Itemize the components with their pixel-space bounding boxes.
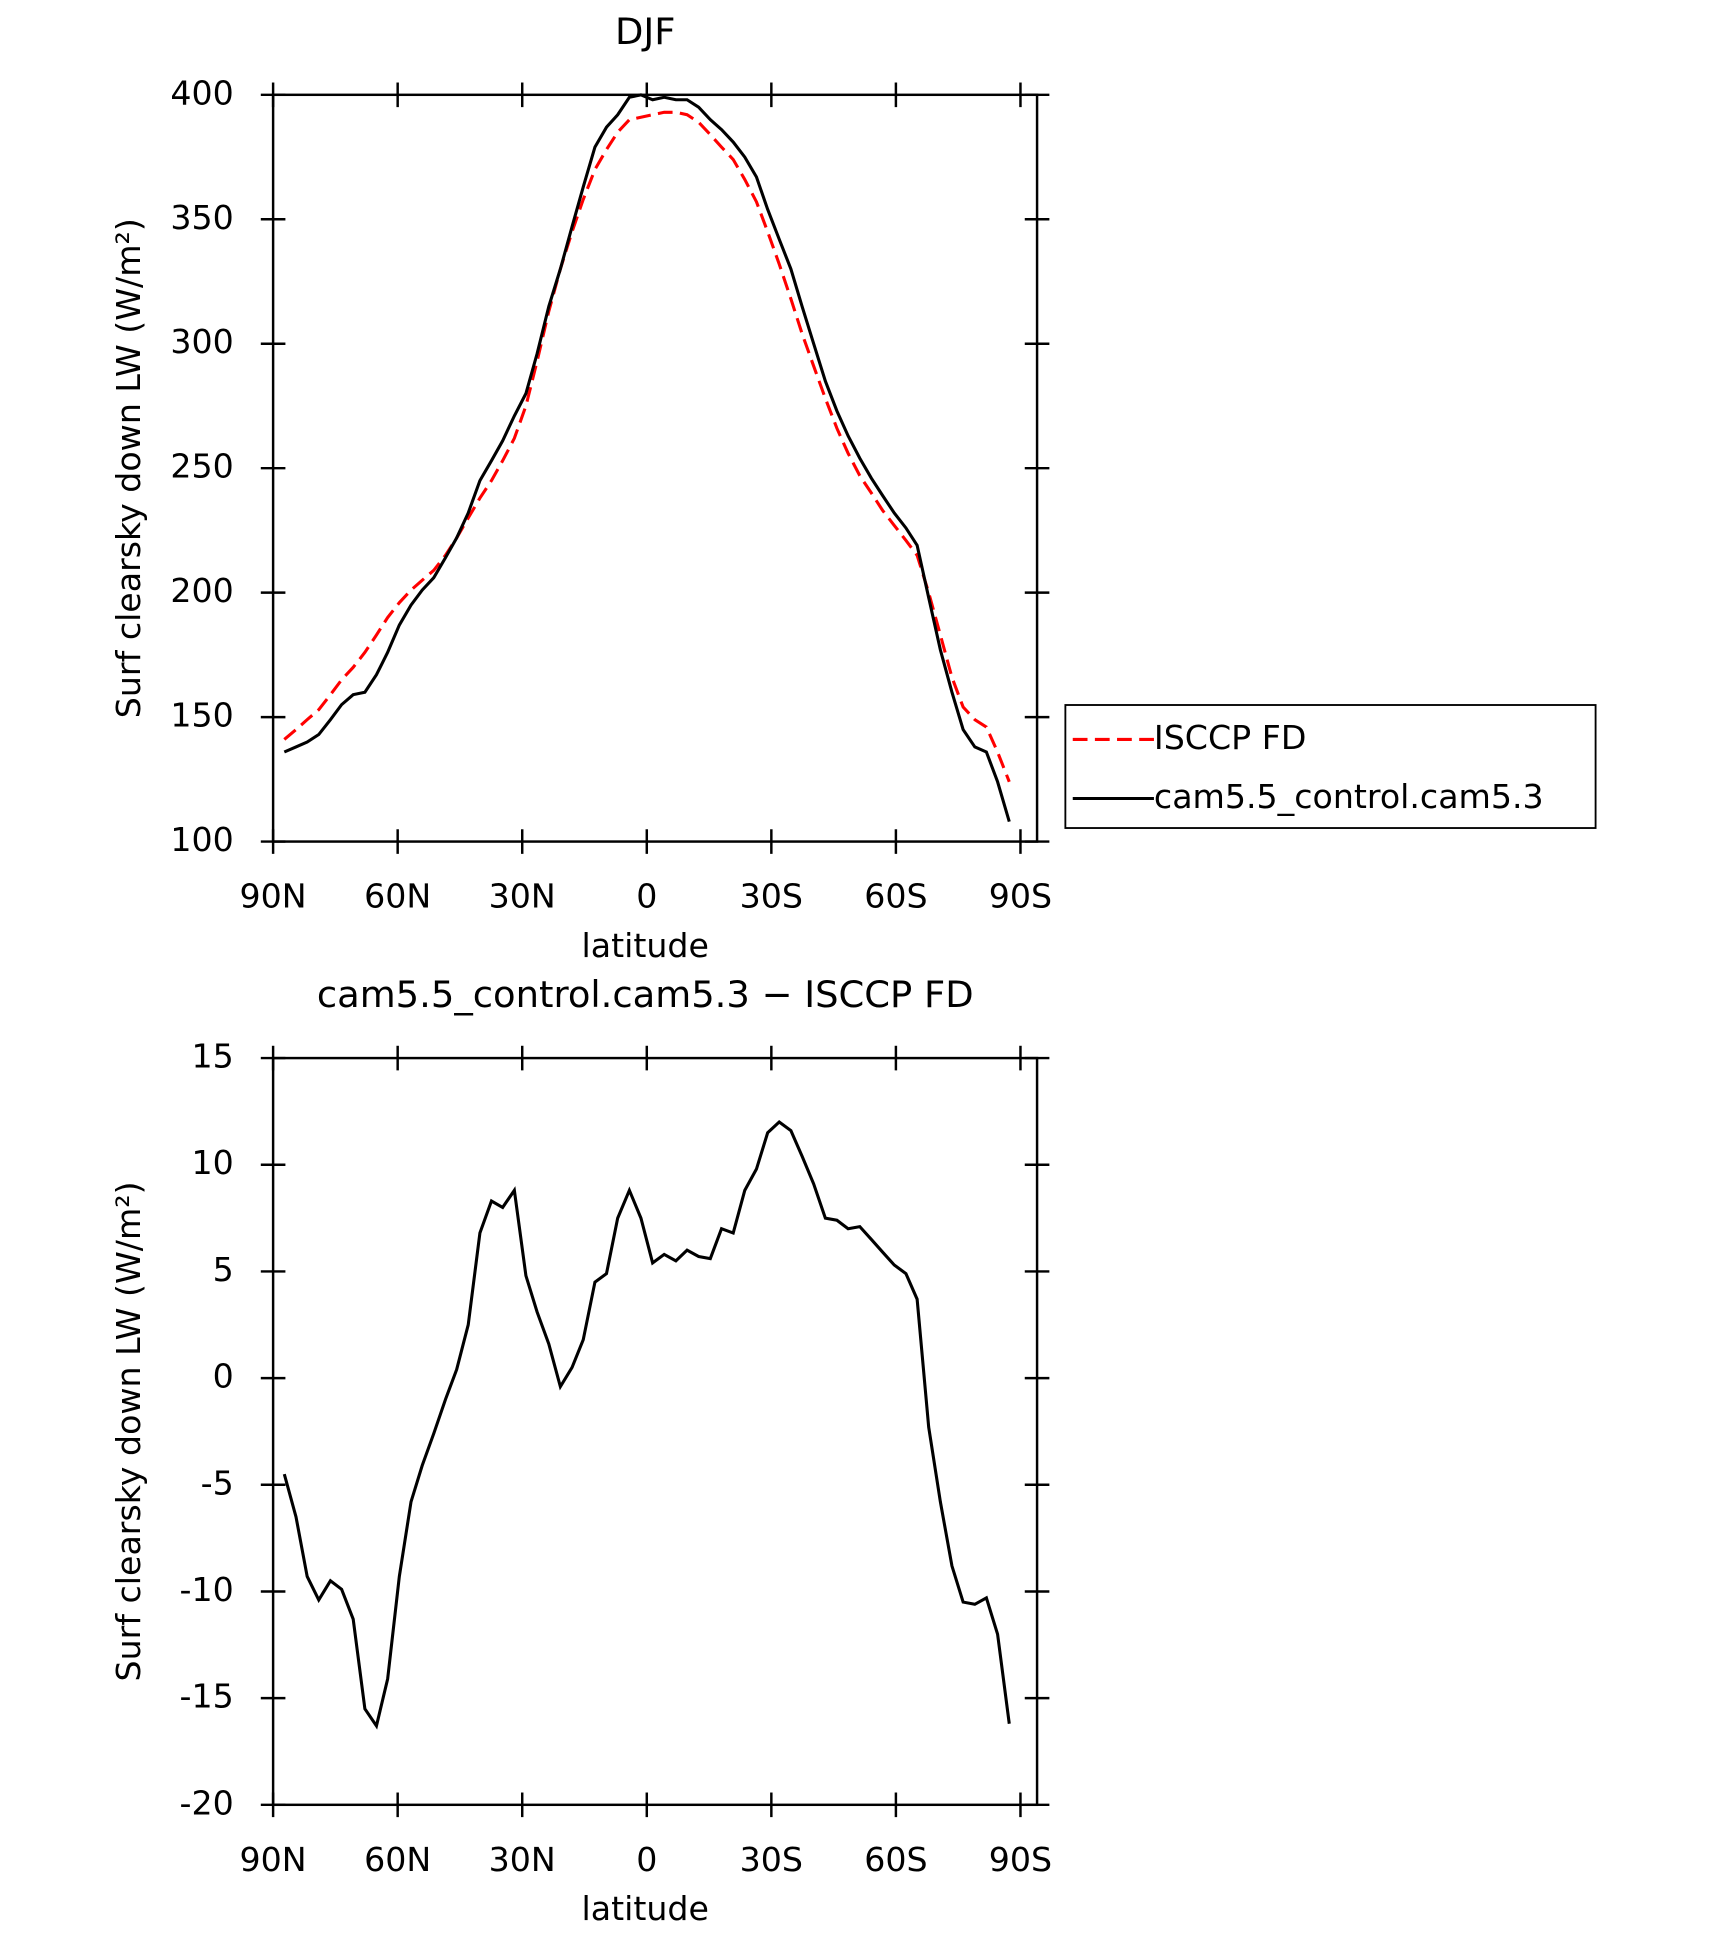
x-tick-label: 90S xyxy=(989,1840,1052,1879)
x-tick-label: 30S xyxy=(740,877,803,916)
data-line xyxy=(283,110,1011,783)
x-axis-label: latitude xyxy=(582,1889,709,1928)
chart-title: cam5.5_control.cam5.3 − ISCCP FD xyxy=(317,973,974,1016)
y-axis-label: Surf clearsky down LW (W/m²) xyxy=(109,1181,148,1681)
y-tick-label: 10 xyxy=(191,1143,233,1182)
y-tick-label: 5 xyxy=(213,1250,234,1289)
x-tick-label: 0 xyxy=(636,877,657,916)
y-tick-label: -5 xyxy=(201,1463,234,1502)
x-tick-label: 60N xyxy=(364,1840,431,1879)
x-tick-label: 60S xyxy=(864,877,927,916)
plot-frame xyxy=(271,1056,1039,1807)
y-tick-label: 350 xyxy=(170,198,233,237)
y-tick-label: -10 xyxy=(180,1570,234,1609)
y-tick-label: 15 xyxy=(191,1037,233,1076)
y-tick-label: 100 xyxy=(170,820,233,859)
x-axis-label: latitude xyxy=(582,926,709,965)
y-tick-label: 0 xyxy=(213,1357,234,1396)
legend-label: cam5.5_control.cam5.3 xyxy=(1154,777,1544,816)
x-tick-label: 90S xyxy=(989,877,1052,916)
y-tick-label: 150 xyxy=(170,696,233,735)
x-tick-label: 60N xyxy=(364,877,431,916)
chart-title: DJF xyxy=(615,10,676,53)
y-tick-label: 400 xyxy=(170,73,233,112)
x-tick-label: 90N xyxy=(240,877,307,916)
y-tick-label: 250 xyxy=(170,447,233,486)
x-tick-label: 90N xyxy=(240,1840,307,1879)
legend-label: ISCCP FD xyxy=(1154,718,1306,757)
y-tick-label: -20 xyxy=(180,1783,234,1822)
plot-frame xyxy=(271,93,1039,843)
y-tick-label: 200 xyxy=(170,571,233,610)
data-line xyxy=(283,93,1011,823)
x-tick-label: 30N xyxy=(489,877,556,916)
y-tick-label: -15 xyxy=(180,1677,234,1716)
legend-box xyxy=(1064,704,1597,829)
x-tick-label: 30N xyxy=(489,1840,556,1879)
x-tick-label: 0 xyxy=(636,1840,657,1879)
x-tick-label: 60S xyxy=(864,1840,927,1879)
x-tick-label: 30S xyxy=(740,1840,803,1879)
y-axis-label: Surf clearsky down LW (W/m²) xyxy=(109,218,148,718)
y-tick-label: 300 xyxy=(170,322,233,361)
data-line xyxy=(282,1120,1011,1730)
